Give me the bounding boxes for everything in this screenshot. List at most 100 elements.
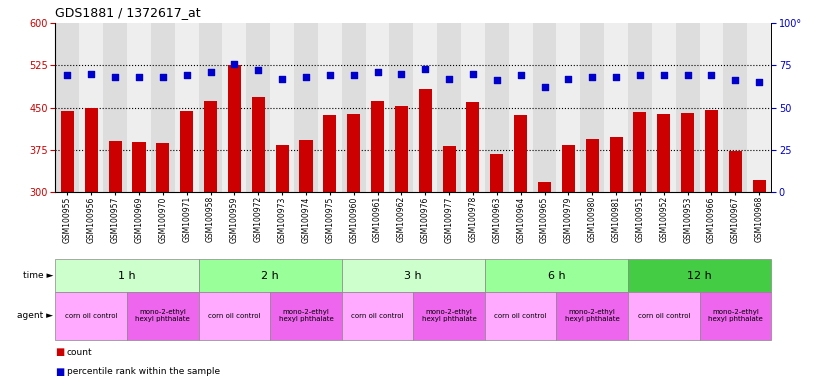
Bar — [342, 259, 485, 292]
Text: 6 h: 6 h — [548, 270, 565, 281]
Bar — [294, 23, 318, 192]
Bar — [323, 115, 336, 192]
Bar — [347, 114, 360, 192]
Text: 3 h: 3 h — [405, 270, 422, 281]
Text: corn oil control: corn oil control — [65, 313, 118, 319]
Bar — [270, 292, 342, 340]
Bar — [228, 65, 241, 192]
Bar — [652, 23, 676, 192]
Point — [109, 74, 122, 80]
Bar — [533, 23, 557, 192]
Bar — [103, 23, 127, 192]
Bar — [127, 292, 198, 340]
Point — [752, 79, 765, 85]
Bar — [419, 89, 432, 192]
Text: corn oil control: corn oil control — [208, 313, 260, 319]
Bar — [151, 23, 175, 192]
Bar — [467, 103, 480, 192]
Bar — [55, 23, 79, 192]
Point — [61, 72, 74, 78]
Text: ■: ■ — [55, 367, 64, 377]
Bar — [198, 292, 270, 340]
Bar — [175, 23, 198, 192]
Bar — [699, 23, 724, 192]
Bar — [657, 114, 670, 192]
Bar — [752, 180, 765, 192]
Point — [347, 72, 360, 78]
Text: 12 h: 12 h — [687, 270, 712, 281]
Bar — [442, 146, 455, 192]
Point — [132, 74, 145, 80]
Bar — [299, 140, 313, 192]
Bar — [109, 141, 122, 192]
Bar — [371, 101, 384, 192]
Point — [419, 66, 432, 72]
Bar — [389, 23, 413, 192]
Point — [395, 71, 408, 77]
Bar — [514, 116, 527, 192]
Text: corn oil control: corn oil control — [637, 313, 690, 319]
Bar — [538, 182, 551, 192]
Text: agent ►: agent ► — [17, 311, 53, 320]
Bar — [580, 23, 604, 192]
Bar — [490, 154, 503, 192]
Point — [586, 74, 599, 80]
Text: ■: ■ — [55, 347, 64, 357]
Point — [633, 72, 646, 78]
Bar — [485, 23, 508, 192]
Text: 2 h: 2 h — [261, 270, 279, 281]
Bar — [85, 108, 98, 192]
Bar — [55, 292, 127, 340]
Bar — [747, 23, 771, 192]
Text: mono-2-ethyl
hexyl phthalate: mono-2-ethyl hexyl phthalate — [708, 310, 763, 322]
Bar — [198, 259, 342, 292]
Bar — [461, 23, 485, 192]
Bar — [55, 259, 198, 292]
Bar — [610, 137, 623, 192]
Bar — [699, 292, 771, 340]
Bar — [557, 23, 580, 192]
Bar — [681, 113, 694, 192]
Bar — [127, 23, 151, 192]
Point — [204, 69, 217, 75]
Bar — [318, 23, 342, 192]
Text: mono-2-ethyl
hexyl phthalate: mono-2-ethyl hexyl phthalate — [278, 310, 333, 322]
Bar — [508, 23, 533, 192]
Point — [276, 76, 289, 82]
Bar — [342, 23, 366, 192]
Bar — [276, 145, 289, 192]
Point — [729, 78, 742, 84]
Text: corn oil control: corn oil control — [494, 313, 547, 319]
Point — [371, 69, 384, 75]
Point — [490, 78, 503, 84]
Bar — [705, 110, 718, 192]
Point — [157, 74, 170, 80]
Bar — [157, 143, 170, 192]
Text: 1 h: 1 h — [118, 270, 135, 281]
Bar — [437, 23, 461, 192]
Bar — [628, 259, 771, 292]
Bar — [395, 106, 408, 192]
Bar — [729, 151, 742, 192]
Bar — [204, 101, 217, 192]
Bar — [586, 139, 599, 192]
Bar — [485, 292, 557, 340]
Point — [538, 84, 551, 90]
Bar — [485, 259, 628, 292]
Point — [442, 76, 455, 82]
Bar — [180, 111, 193, 192]
Text: mono-2-ethyl
hexyl phthalate: mono-2-ethyl hexyl phthalate — [565, 310, 619, 322]
Bar — [246, 23, 270, 192]
Point — [514, 72, 527, 78]
Bar — [366, 23, 389, 192]
Bar — [270, 23, 294, 192]
Text: mono-2-ethyl
hexyl phthalate: mono-2-ethyl hexyl phthalate — [135, 310, 190, 322]
Text: GDS1881 / 1372617_at: GDS1881 / 1372617_at — [55, 6, 201, 19]
Bar — [413, 292, 485, 340]
Point — [85, 71, 98, 77]
Point — [251, 67, 264, 73]
Point — [681, 72, 694, 78]
Text: corn oil control: corn oil control — [351, 313, 404, 319]
Point — [705, 72, 718, 78]
Bar — [413, 23, 437, 192]
